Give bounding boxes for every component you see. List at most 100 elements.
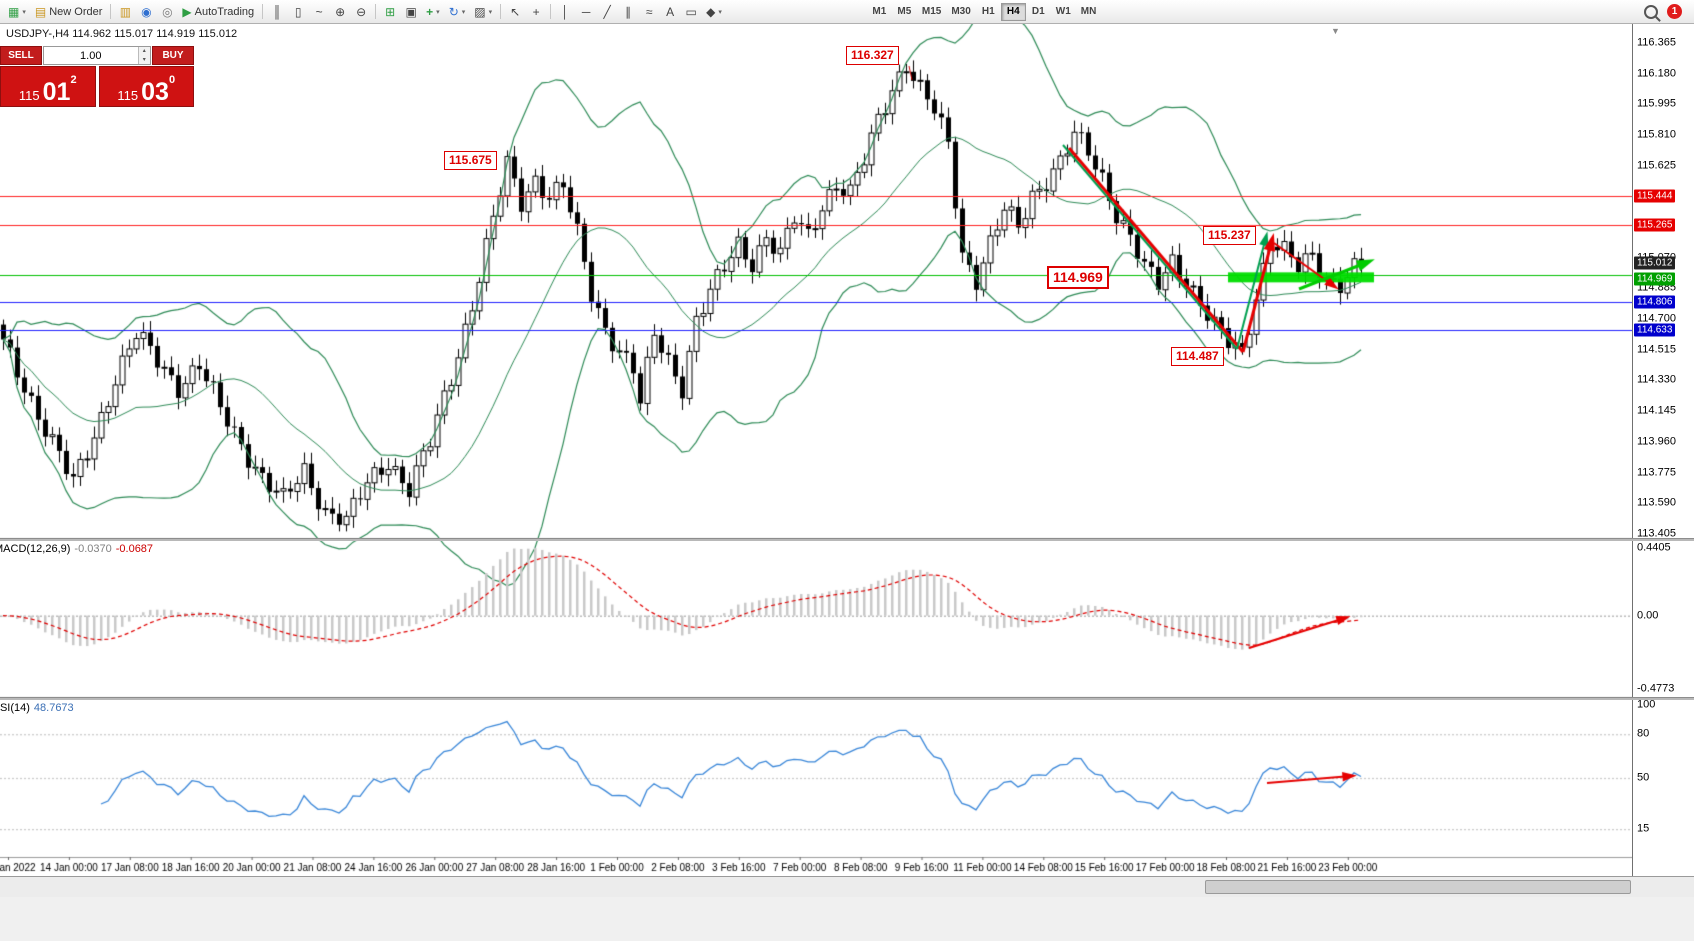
price-callout[interactable]: 114.487	[1171, 347, 1224, 366]
crosshair-icon: +	[532, 4, 540, 19]
text-tool-icon: A	[666, 4, 675, 19]
cursor-button[interactable]: ↖	[505, 2, 525, 22]
refresh-button[interactable]: ↻ ▾	[445, 2, 470, 22]
volume-down-button[interactable]: ▾	[138, 55, 150, 64]
fibonacci-tool-button[interactable]: ≈	[639, 2, 659, 22]
cursor-icon: ↖	[510, 4, 521, 19]
ask-price-tile[interactable]: 115 03 0	[98, 66, 194, 107]
scrollbar-thumb[interactable]	[1205, 880, 1631, 894]
price-chart-canvas[interactable]	[0, 24, 1632, 876]
wallet-icon: ▥	[119, 4, 132, 19]
axis-tick-label: 100	[1637, 698, 1656, 711]
sell-button[interactable]: SELL	[0, 46, 42, 65]
play-icon: ▶	[182, 4, 192, 19]
new-chart-button[interactable]: ▦ ▾	[4, 2, 30, 22]
zoom-out-button[interactable]: ⊖	[351, 2, 371, 22]
new-order-label: New Order	[49, 5, 103, 18]
timeframe-m5[interactable]: M5	[892, 3, 917, 21]
trendline-tool-button[interactable]: ╱	[597, 2, 617, 22]
axis-tick-label: 15	[1637, 822, 1650, 835]
market-watch-button[interactable]: ▥	[115, 2, 135, 22]
template-icon: ▨	[474, 4, 486, 19]
cascade-windows-button[interactable]: ▣	[401, 2, 421, 22]
chart-shift-marker-icon[interactable]: ▼	[1331, 26, 1340, 36]
price-tag-label: 115.012	[1634, 256, 1676, 270]
plus-icon: +	[426, 4, 434, 19]
timeframe-m15[interactable]: M15	[917, 3, 946, 21]
chevron-down-icon: ▾	[718, 8, 722, 16]
toolbar-separator	[375, 4, 377, 19]
candlestick-chart-button[interactable]: ▯	[288, 2, 308, 22]
bid-price-tile[interactable]: 115 01 2	[0, 66, 96, 107]
search-icon[interactable]	[1644, 4, 1658, 19]
new-order-button[interactable]: ▤ New Order	[31, 2, 107, 22]
volume-up-button[interactable]: ▴	[138, 47, 150, 56]
price-tag-label: 115.444	[1634, 189, 1676, 203]
panel-splitter-rsi[interactable]	[0, 697, 1694, 700]
price-callout[interactable]: 116.327	[846, 46, 899, 65]
community-button[interactable]: ◎	[157, 2, 177, 22]
bid-price-big: 01	[42, 77, 71, 106]
rsi-indicator-label: RSI(14)48.7673	[0, 702, 74, 714]
volume-spinner: ▴ ▾	[137, 47, 150, 64]
vertical-line-tool-button[interactable]: │	[555, 2, 575, 22]
toolbar-separator	[262, 4, 264, 19]
zoom-in-button[interactable]: ⊕	[330, 2, 350, 22]
horizontal-scrollbar[interactable]	[0, 876, 1694, 897]
price-tag-label: 114.633	[1634, 323, 1676, 337]
arrows-tool-button[interactable]: ◆ ▾	[702, 2, 726, 22]
macd-indicator-label: MACD(12,26,9) -0.0370 -0.0687	[0, 543, 153, 555]
volume-input[interactable]	[44, 47, 138, 64]
chevron-down-icon: ▾	[436, 8, 440, 16]
autotrading-button[interactable]: ▶ AutoTrading	[178, 2, 258, 22]
timeframe-w1[interactable]: W1	[1051, 3, 1076, 21]
bid-price-small: 115	[18, 87, 40, 103]
axis-tick-label: 113.590	[1637, 496, 1676, 509]
price-callout[interactable]: 115.237	[1203, 226, 1256, 245]
fibonacci-icon: ≈	[645, 4, 653, 19]
tile-windows-button[interactable]: ⊞	[380, 2, 400, 22]
text-tool-button[interactable]: A	[660, 2, 680, 22]
chevron-down-icon: ▾	[488, 8, 493, 16]
rsi-value: 48.7673	[33, 702, 74, 714]
candlestick-chart-icon: ▯	[294, 4, 302, 19]
horizontal-line-tool-button[interactable]: ─	[576, 2, 596, 22]
zoom-in-icon: ⊕	[335, 4, 346, 19]
timeframe-h1[interactable]: H1	[976, 3, 1001, 21]
axis-tick-label: 114.145	[1637, 404, 1676, 417]
bid-price-sup: 2	[70, 74, 77, 86]
templates-button[interactable]: ▨ ▾	[470, 2, 496, 22]
chart-panel[interactable]	[0, 24, 1632, 876]
channel-tool-button[interactable]: ∥	[618, 2, 638, 22]
timeframe-toolbar: M1 M5 M15 M30 H1 H4 D1 W1 MN	[867, 2, 1102, 21]
price-callout[interactable]: 114.969	[1047, 266, 1109, 289]
toolbar-separator	[550, 4, 552, 19]
price-tag-label: 114.969	[1634, 272, 1676, 286]
panel-splitter-macd[interactable]	[0, 538, 1694, 541]
crosshair-button[interactable]: +	[526, 2, 546, 22]
profile-button[interactable]: ◉	[136, 2, 156, 22]
timeframe-m1[interactable]: M1	[867, 3, 892, 21]
timeframe-m30[interactable]: M30	[946, 3, 975, 21]
price-axis[interactable]: 116.365 116.180 115.995 115.810 115.625 115.0…	[1632, 24, 1694, 876]
new-chart-window-button[interactable]: + ▾	[422, 2, 444, 22]
axis-tick-label: 114.700	[1637, 312, 1676, 325]
macd-value-signal: -0.0687	[115, 543, 154, 555]
timeframe-mn[interactable]: MN	[1076, 3, 1102, 21]
notification-badge[interactable]: 1	[1667, 4, 1682, 19]
axis-tick-label: 113.405	[1637, 527, 1676, 540]
axis-tick-label: 0.00	[1637, 609, 1659, 622]
label-tool-button[interactable]: ▭	[681, 2, 701, 22]
globe-icon: ◎	[162, 4, 173, 19]
buy-button[interactable]: BUY	[152, 46, 194, 65]
timeframe-d1[interactable]: D1	[1026, 3, 1051, 21]
symbol-ohlc-bar: USDJPY-,H4 114.962 115.017 114.919 115.0…	[6, 28, 238, 40]
axis-tick-label: 114.330	[1637, 373, 1676, 386]
price-callout[interactable]: 115.675	[444, 151, 497, 170]
line-chart-button[interactable]: ~	[309, 2, 329, 22]
bar-chart-button[interactable]: ║	[267, 2, 287, 22]
timeframe-h4[interactable]: H4	[1000, 2, 1026, 21]
toolbar-right-group: 1	[1644, 4, 1682, 19]
